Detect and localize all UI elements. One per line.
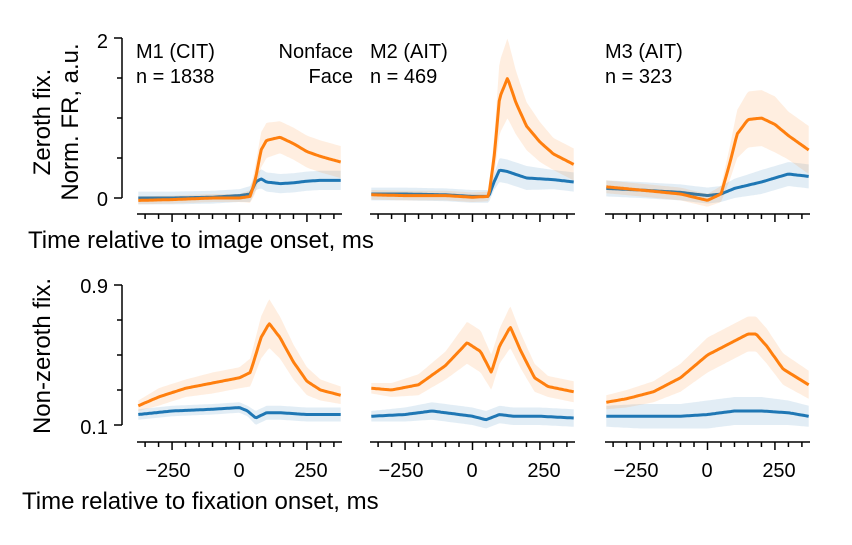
xtick-m3-neg250: −250 [613,460,658,482]
band-face-bottom-m3 [606,316,809,410]
xlabel-top: Time relative to image onset, ms [28,227,374,254]
band-nonface-bottom-m1 [138,402,341,425]
line-face-bottom-m3 [606,332,810,404]
legend-nonface: Nonface [279,41,354,63]
chart-marks [114,37,810,450]
line-nonface-bottom-m1 [138,406,341,420]
panel-n-m2: n = 469 [370,66,437,88]
row-label-top-line1: Zeroth fix. [29,69,56,176]
band-nonface-top-m1 [138,169,341,205]
band-nonface-bottom-m3 [606,397,809,429]
row-label-bottom: Non-zeroth fix. [29,278,56,434]
line-face-top-m3 [606,116,810,202]
line-face-bottom-m1 [137,322,342,408]
xtick-m3-250: 250 [762,460,795,482]
line-nonface-bottom-m3 [606,409,809,418]
line-nonface-top-m1 [138,177,341,200]
ytick-bottom-min: 0.1 [80,417,108,439]
ytick-bottom-max: 0.9 [80,276,108,298]
xtick-m1-0: 0 [233,460,244,482]
xtick-m2-250: 250 [527,460,560,482]
line-face-bottom-m2 [371,326,575,394]
xtick-m3-0: 0 [701,460,712,482]
row-label-top-line2: Norm. FR, a.u. [57,43,84,200]
xlabel-bottom: Time relative to fixation onset, ms [22,488,379,515]
panel-title-m3: M3 (AIT) [605,41,683,63]
xtick-m1-250: 250 [294,460,327,482]
panel-title-m2: M2 (AIT) [370,41,448,63]
xtick-m2-0: 0 [466,460,477,482]
line-face-top-m1 [138,135,342,202]
band-face-top-m2 [371,38,574,202]
band-nonface-top-m2 [371,158,574,203]
ytick-top-max: 2 [97,31,108,53]
panel-n-m3: n = 323 [605,66,672,88]
line-nonface-bottom-m2 [371,409,574,422]
panel-title-m1: M1 (CIT) [136,41,215,63]
ytick-top-min: 0 [97,189,108,211]
band-face-bottom-m2 [371,306,574,403]
panel-n-m1: n = 1838 [136,66,214,88]
xtick-m1-neg250: −250 [145,460,190,482]
line-face-top-m2 [371,77,575,199]
xtick-m2-neg250: −250 [378,460,423,482]
legend-face: Face [309,66,353,88]
band-face-bottom-m1 [138,299,341,411]
